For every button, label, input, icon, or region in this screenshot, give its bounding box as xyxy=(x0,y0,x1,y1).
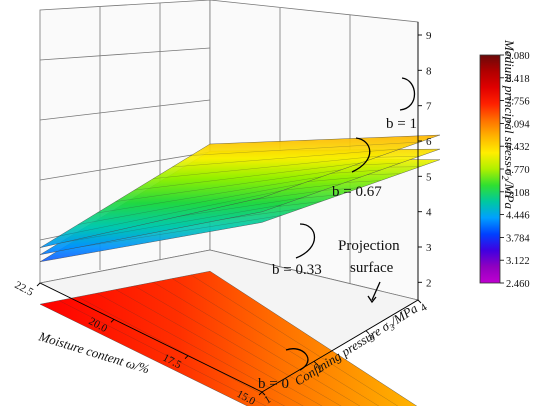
y-tick-mark xyxy=(261,391,266,396)
surface-3-mesh-line xyxy=(190,274,399,406)
grid-line xyxy=(39,99,211,121)
z-tick-label: 4 xyxy=(426,207,432,219)
x-tick-mark xyxy=(110,318,115,323)
surface-0-mesh-line xyxy=(191,141,421,156)
surface-label-2: b = 0.33 xyxy=(272,262,322,278)
y-tick-label: 2 xyxy=(314,363,325,376)
colorbar-tick-label: 4.446 xyxy=(506,211,530,222)
colorbar-tick-label: 3.122 xyxy=(506,256,530,267)
callout-curve xyxy=(295,223,315,259)
z-tick-label: 5 xyxy=(426,171,432,183)
z-tick-label: 3 xyxy=(426,242,432,254)
callout-curve xyxy=(351,137,371,173)
x-tick-mark xyxy=(184,355,189,360)
surface-3-mesh-line xyxy=(134,285,342,406)
surface-0-mesh-line xyxy=(96,176,322,214)
surface-3-mesh-line xyxy=(96,292,304,406)
y-tick-label: 4 xyxy=(418,301,429,314)
surface-label-1: b = 0.67 xyxy=(332,184,382,200)
surface-3-mesh-line xyxy=(77,296,286,406)
colorbar: 9.080 8.418 7.756 7.094 6.432 5.770 5.108 4.446… xyxy=(479,51,530,290)
x-axis-line xyxy=(39,282,263,393)
colorbar-tick-label: 7.756 xyxy=(506,97,530,108)
callout-curve xyxy=(285,348,309,371)
surface-3-mesh-line xyxy=(115,289,323,406)
z-tick-label: 7 xyxy=(426,101,432,113)
x-tick-label: 22.5 xyxy=(13,279,36,299)
colorbar-tick-label: 6.432 xyxy=(506,142,530,153)
y-tick-mark xyxy=(313,360,318,365)
surface-3-mesh-line xyxy=(172,278,380,406)
y-tick-mark xyxy=(417,299,422,304)
surfaces-group xyxy=(39,134,441,406)
surface-0-mesh-line xyxy=(58,190,282,237)
surface-1-mesh-line xyxy=(58,204,282,244)
y-tick-label: 3 xyxy=(366,332,377,345)
surface-3 xyxy=(39,270,418,406)
colorbar-tick-label: 9.080 xyxy=(506,51,530,62)
colorbar-tick-label: 7.094 xyxy=(506,119,530,130)
surface-0-mesh-line xyxy=(172,148,401,168)
annotations xyxy=(285,77,415,371)
y-axis-line xyxy=(261,299,419,393)
colorbar-strip xyxy=(479,54,501,284)
z-tick-label: 9 xyxy=(426,30,432,42)
y-tick-label: 1 xyxy=(262,393,273,406)
projection-label-line1: Projection xyxy=(338,238,400,254)
z-axis: 2 3 4 5 6 7 8 9 xyxy=(417,22,432,300)
colorbar-tick-label: 5.108 xyxy=(506,188,530,199)
surface-3-mesh-line xyxy=(58,300,267,406)
surface-0 xyxy=(39,134,441,248)
colorbar-tick-label: 2.460 xyxy=(506,279,530,290)
projection-arrow xyxy=(371,281,381,301)
surface-2-mesh-line xyxy=(58,215,282,251)
surface-0-mesh-line xyxy=(153,155,381,179)
surface-3-mesh-line xyxy=(153,281,361,406)
grid-line xyxy=(39,151,211,181)
z-tick-label: 8 xyxy=(426,65,432,77)
y-axis: 1 2 3 4 xyxy=(261,299,430,406)
z-tick-label: 6 xyxy=(426,136,432,148)
projection-arrowhead xyxy=(367,295,377,304)
grid-line xyxy=(39,47,211,61)
y-tick-mark xyxy=(365,330,370,335)
colorbar-tick-label: 3.784 xyxy=(506,233,530,244)
colorbar-tick-label: 5.770 xyxy=(506,165,530,176)
callout-curve xyxy=(399,77,415,111)
x-tick-mark xyxy=(258,391,263,396)
projection-label-line2: surface xyxy=(350,260,394,276)
surface-0-mesh-line xyxy=(134,162,361,191)
x-tick-mark xyxy=(36,282,41,287)
surface-0-mesh-line xyxy=(77,183,302,225)
surface-0-mesh-line xyxy=(115,169,342,202)
z-axis-label: Medium principal stress σ2/MPa xyxy=(500,39,517,209)
surface-label-3: b = 0 xyxy=(258,376,289,392)
colorbar-tick-label: 8.418 xyxy=(506,74,530,85)
z-tick-label: 2 xyxy=(426,277,432,289)
surface-label-0: b = 1 xyxy=(386,116,417,132)
